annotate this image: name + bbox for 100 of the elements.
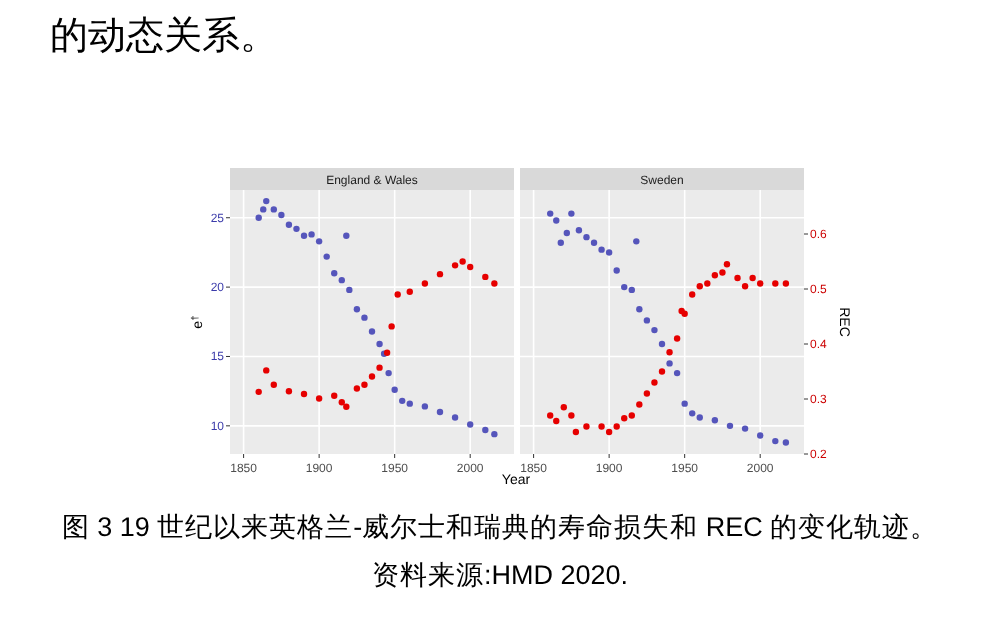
point: [598, 246, 605, 253]
point: [568, 210, 575, 217]
point: [633, 238, 640, 245]
point: [613, 267, 620, 274]
point: [466, 421, 474, 428]
point: [368, 373, 376, 380]
point: [658, 368, 666, 375]
point: [568, 412, 575, 419]
point: [658, 340, 666, 348]
point: [547, 412, 554, 419]
point: [711, 272, 719, 279]
point: [673, 335, 681, 342]
point: [338, 399, 345, 406]
point: [263, 197, 270, 205]
point: [406, 400, 413, 407]
point: [376, 364, 383, 371]
caption: 图 3 19 世纪以来英格兰-威尔士和瑞典的寿命损失和 REC 的变化轨迹。资料来源:HMD 2020.: [60, 510, 940, 594]
point: [278, 211, 285, 219]
point: [741, 283, 749, 290]
point: [749, 274, 756, 282]
point: [711, 417, 719, 424]
point: [590, 239, 598, 246]
point: [255, 388, 262, 396]
point: [575, 227, 583, 234]
point: [293, 225, 300, 233]
point: [643, 317, 651, 324]
point: [353, 385, 361, 392]
point: [399, 397, 406, 405]
point: [673, 369, 681, 377]
point: [491, 280, 498, 287]
point: [451, 414, 459, 421]
point: [621, 283, 628, 291]
point: [421, 403, 429, 410]
point: [643, 390, 651, 397]
point: [704, 280, 711, 287]
point: [315, 395, 323, 402]
point: [361, 314, 368, 321]
point: [719, 269, 726, 276]
point: [353, 306, 361, 313]
point: [491, 430, 498, 438]
point: [772, 437, 779, 445]
point: [696, 414, 703, 421]
point: [406, 288, 413, 295]
point: [583, 233, 590, 241]
point: [560, 404, 568, 411]
point: [723, 261, 731, 268]
point: [346, 286, 353, 294]
point: [651, 326, 658, 334]
point: [323, 253, 330, 260]
point: [270, 206, 278, 213]
point: [782, 280, 790, 287]
point: [388, 323, 395, 330]
point: [343, 232, 350, 239]
point: [315, 238, 323, 245]
point: [557, 239, 564, 246]
point: [553, 217, 560, 224]
point: [482, 273, 489, 281]
point: [553, 417, 560, 425]
point: [300, 232, 308, 239]
point: [583, 423, 590, 430]
point: [666, 349, 673, 356]
point: [482, 426, 489, 434]
point: [605, 428, 613, 436]
point: [681, 400, 688, 407]
point: [436, 408, 444, 416]
point: [285, 388, 293, 395]
point: [451, 262, 459, 269]
point: [391, 386, 398, 393]
point: [300, 390, 308, 398]
point: [394, 291, 401, 298]
point: [605, 249, 613, 256]
point: [756, 280, 764, 287]
text: 的动态关系。: [50, 16, 278, 58]
point: [436, 270, 444, 278]
point: [666, 360, 673, 367]
point: [756, 432, 764, 439]
point: [628, 412, 635, 419]
point: [689, 291, 696, 298]
point: [331, 392, 338, 399]
point: [628, 286, 635, 294]
point: [636, 401, 643, 408]
point: [385, 369, 392, 377]
point: [343, 403, 350, 410]
point: [308, 231, 315, 238]
point: [572, 428, 580, 436]
point: [689, 410, 696, 417]
point: [421, 280, 429, 287]
point: [263, 367, 270, 374]
point: [651, 379, 658, 386]
point: [270, 381, 278, 388]
point: [563, 229, 571, 237]
point: [772, 280, 779, 287]
point: [285, 221, 293, 228]
point: [255, 214, 262, 221]
point: [338, 276, 345, 284]
point: [466, 263, 474, 271]
point: [361, 381, 368, 388]
point: [636, 306, 643, 313]
point: [376, 340, 383, 348]
point: [621, 415, 628, 422]
